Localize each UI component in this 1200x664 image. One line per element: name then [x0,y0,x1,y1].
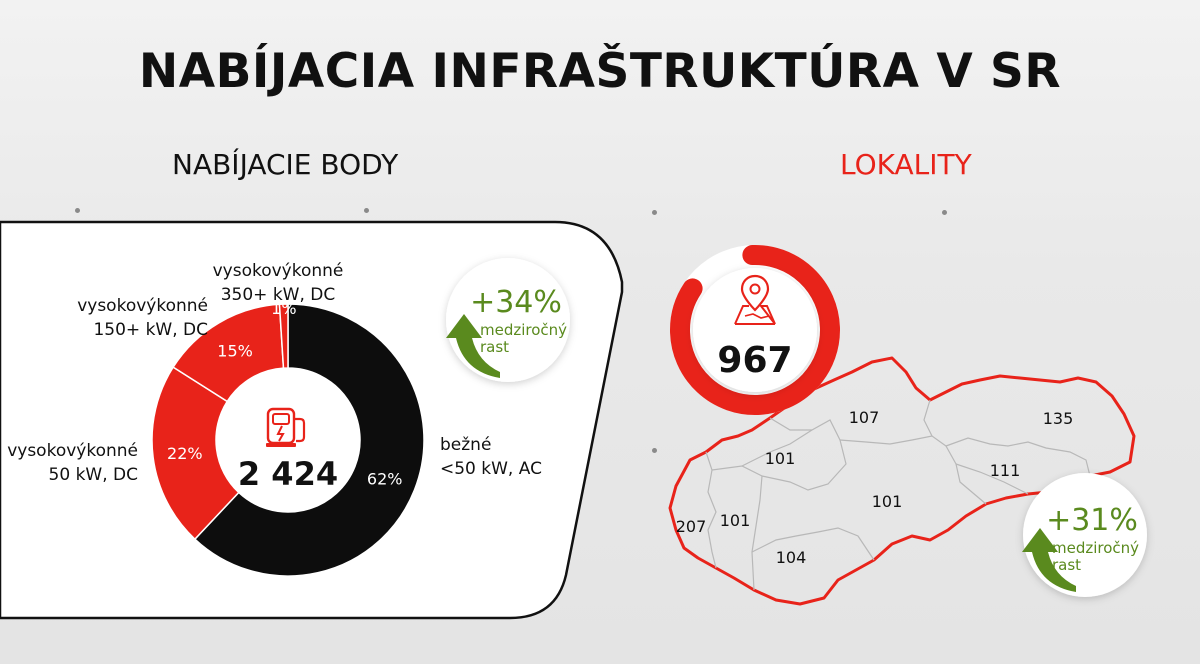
donut-center-value: 2 424 [238,455,338,493]
growth-line2-left: rast [480,338,509,356]
decor-dot [942,210,947,215]
growth-badge-left: +34% medziročný rast [446,258,570,382]
region-value: 207 [676,517,707,536]
growth-line2-right: rast [1052,556,1081,574]
growth-badge-right: +31% medziročný rast [1022,473,1147,597]
region-value: 107 [849,408,880,427]
growth-line1-left: medziročný [480,321,567,339]
legend-label: 50 kW, DC [49,465,138,485]
decor-dot [652,448,657,453]
legend-label: bežné [440,435,491,455]
legend-label: <50 kW, AC [440,459,542,479]
locations-total-value: 967 [717,340,792,381]
decor-dot [652,210,657,215]
legend-bezne: bežné <50 kW, AC [440,435,542,479]
decor-dot [364,208,369,213]
region-borders [705,399,1091,591]
region-value: 111 [990,461,1021,480]
region-value: 101 [720,511,751,530]
donut-hole [216,368,360,512]
donut-slice-label: 62% [367,469,403,488]
locations-heading: LOKALITY [840,148,972,181]
map-outline [668,356,1136,606]
region-value: 101 [765,449,796,468]
legend-label: vysokovýkonné [7,441,138,461]
locations-total-badge: 967 [670,245,840,416]
legend-label: 350+ kW, DC [221,285,336,305]
charging-station-icon [266,407,306,447]
growth-value-right: +31% [1046,503,1138,538]
decor-dot [75,208,80,213]
growth-value-left: +34% [470,285,562,320]
locations-ring [670,245,840,416]
page-title: NABÍJACIA INFRAŠTRUKTÚRA V SR [138,44,1062,99]
growth-line1-right: medziročný [1052,539,1139,557]
charging-points-heading: NABÍJACIE BODY [172,148,399,181]
growth-arrow-icon [1022,528,1076,592]
donut-slice-label: 1% [271,299,296,318]
legend-label: vysokovýkonné [77,296,208,316]
donut-slice-label: 22% [167,444,203,463]
region-value: 101 [872,492,903,511]
donut-chart: 62% 22% 15% 1% [151,299,425,577]
growth-arrow-icon [446,314,500,378]
legend-dc150: vysokovýkonné 150+ kW, DC [77,296,208,340]
region-value: 135 [1043,409,1074,428]
donut-slice-label: 15% [217,341,253,360]
legend-label: vysokovýkonné [213,261,344,281]
region-value: 104 [776,548,807,567]
legend-dc50: vysokovýkonné 50 kW, DC [7,441,138,485]
legend-label: 150+ kW, DC [93,320,208,340]
legend-dc350: vysokovýkonné 350+ kW, DC [213,261,344,305]
map-pin-icon [734,274,776,325]
slovakia-map [668,356,1136,606]
